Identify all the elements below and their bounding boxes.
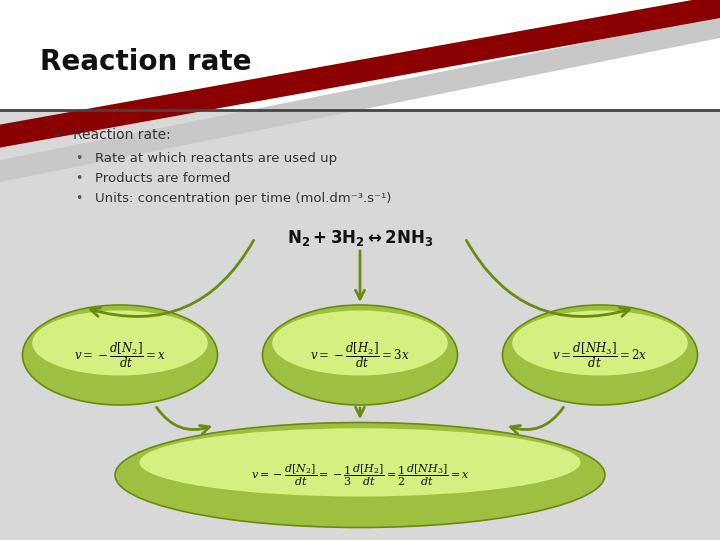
Text: Products are formed: Products are formed <box>95 172 230 185</box>
Bar <box>0 110 720 540</box>
Ellipse shape <box>115 422 605 528</box>
Ellipse shape <box>512 310 688 375</box>
Text: •: • <box>75 172 82 185</box>
Text: •: • <box>75 192 82 205</box>
Text: Rate at which reactants are used up: Rate at which reactants are used up <box>95 152 337 165</box>
Text: Reaction rate: Reaction rate <box>40 48 251 76</box>
Text: $v = -\dfrac{d[H_2]}{dt} = 3x$: $v = -\dfrac{d[H_2]}{dt} = 3x$ <box>310 340 410 370</box>
Ellipse shape <box>32 310 208 375</box>
Ellipse shape <box>263 305 457 405</box>
Text: $v = -\dfrac{d[N_2]}{dt} = x$: $v = -\dfrac{d[N_2]}{dt} = x$ <box>74 340 166 370</box>
Ellipse shape <box>22 305 217 405</box>
Ellipse shape <box>140 428 580 496</box>
Polygon shape <box>0 0 720 147</box>
Text: $v = -\dfrac{d[N_2]}{dt} = -\dfrac{1}{3}\dfrac{d[H_2]}{dt} = \dfrac{1}{2}\dfrac{: $v = -\dfrac{d[N_2]}{dt} = -\dfrac{1}{3}… <box>251 462 469 488</box>
Text: Reaction rate:: Reaction rate: <box>73 128 171 142</box>
Bar <box>0 0 720 110</box>
Text: $v = \dfrac{d[NH_3]}{dt} = 2x$: $v = \dfrac{d[NH_3]}{dt} = 2x$ <box>552 340 648 370</box>
Text: Units: concentration per time (mol.dm⁻³.s⁻¹): Units: concentration per time (mol.dm⁻³.… <box>95 192 392 205</box>
Text: •: • <box>55 128 63 142</box>
Ellipse shape <box>503 305 698 405</box>
Text: •: • <box>75 152 82 165</box>
Polygon shape <box>0 16 720 182</box>
Text: $\mathbf{N_2 + 3H_2 \leftrightarrow 2NH_3}$: $\mathbf{N_2 + 3H_2 \leftrightarrow 2NH_… <box>287 228 433 248</box>
Ellipse shape <box>272 310 448 375</box>
